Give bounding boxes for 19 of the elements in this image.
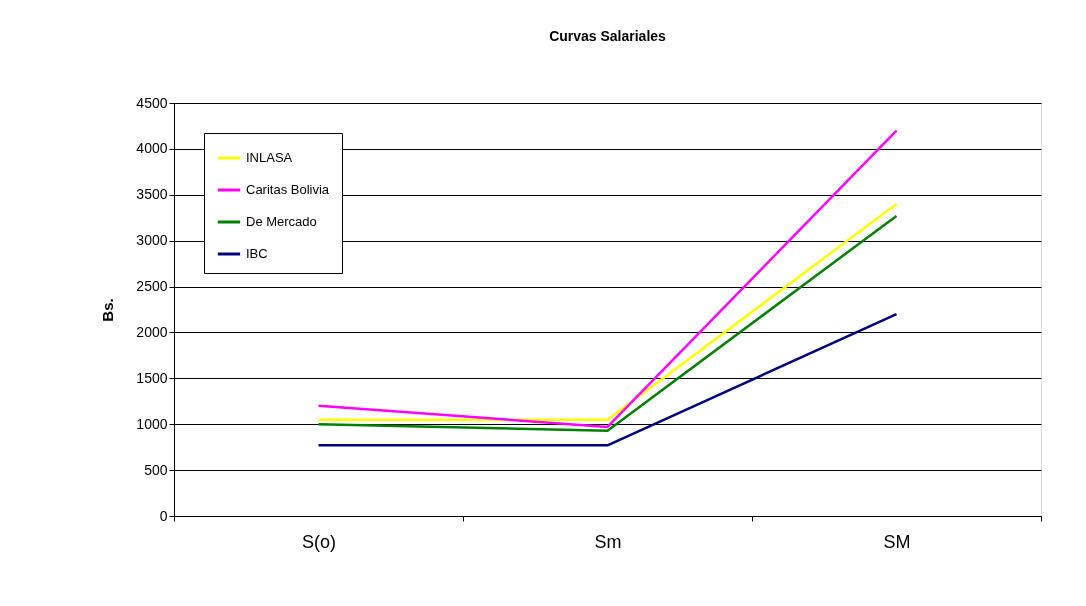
legend-label: De Mercado xyxy=(246,214,317,229)
y-tick-label: 4500 xyxy=(136,94,168,111)
y-tick-label: 3000 xyxy=(136,232,168,249)
x-tick-label: Sm xyxy=(594,531,622,552)
chart-title: Curvas Salariales xyxy=(549,28,667,44)
y-tick-label: 0 xyxy=(159,507,168,524)
legend-label: IBC xyxy=(246,246,268,261)
legend-label: INLASA xyxy=(246,150,293,165)
x-tick-label: S(o) xyxy=(301,531,337,552)
y-axis-title: Bs. xyxy=(99,298,117,322)
x-tick-label: SM xyxy=(883,531,911,552)
y-tick-label: 2000 xyxy=(136,323,168,340)
y-tick-label: 1500 xyxy=(136,369,168,386)
y-tick-label: 2500 xyxy=(136,278,168,295)
y-tick-label: 1000 xyxy=(136,415,168,432)
y-tick-label: 500 xyxy=(144,461,168,478)
legend-label: Caritas Bolivia xyxy=(246,182,330,197)
y-tick-label: 3500 xyxy=(136,186,168,203)
y-tick-label: 4000 xyxy=(136,140,168,157)
